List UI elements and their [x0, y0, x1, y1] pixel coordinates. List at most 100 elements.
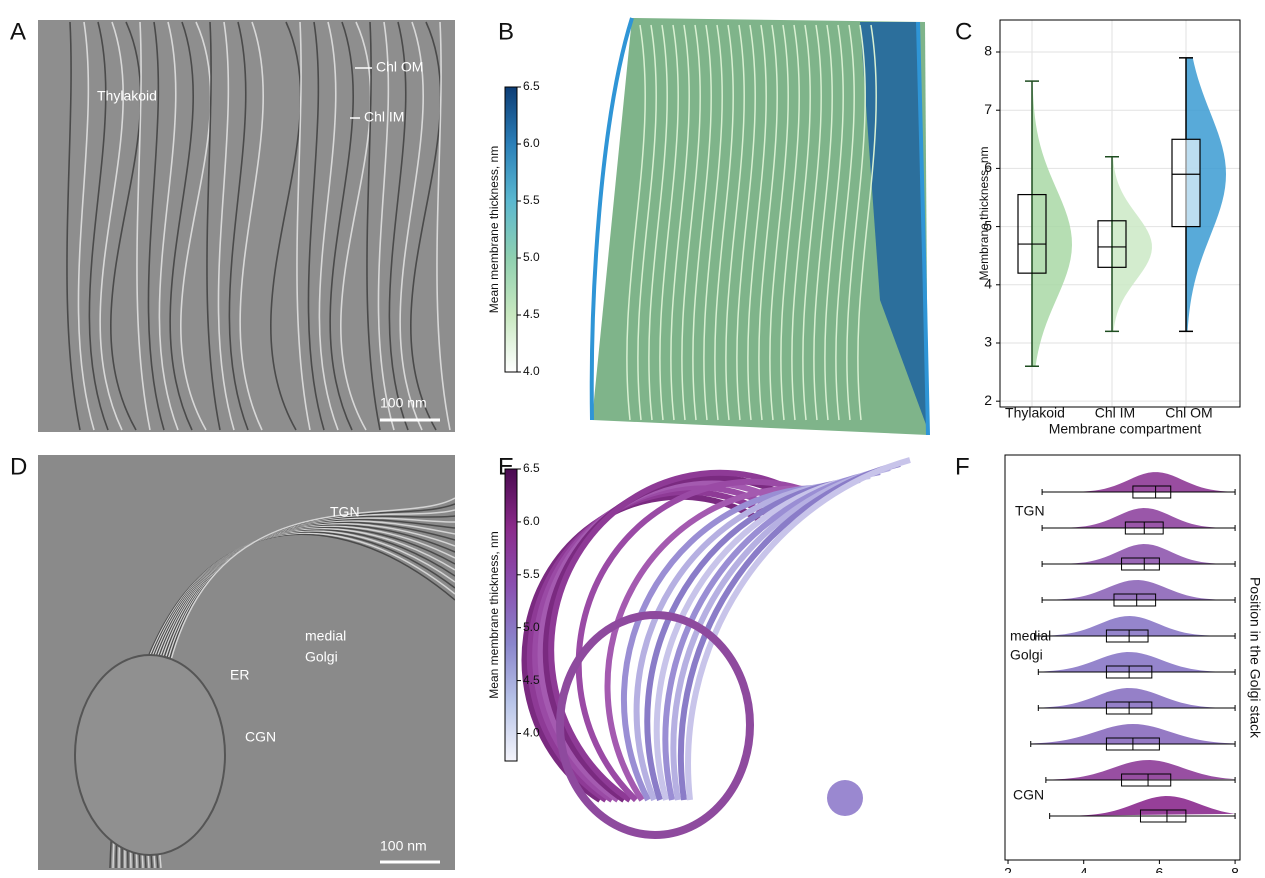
violin: [1034, 616, 1236, 636]
membrane: [206, 21, 221, 431]
sheet: [681, 24, 701, 421]
vesicle: [74, 654, 226, 856]
cisterna: [644, 477, 861, 801]
row-label: Golgi: [1010, 647, 1043, 663]
tick-label: 6.5: [523, 79, 540, 93]
sheet: [648, 24, 668, 421]
membrane: [99, 21, 124, 431]
sheet: [747, 24, 767, 421]
x-tick-label: Chl IM: [1095, 405, 1135, 421]
membrane: [239, 21, 264, 431]
surface: [592, 18, 928, 435]
sheet: [670, 24, 690, 421]
cisterna: [633, 481, 851, 802]
cisterna: [604, 485, 831, 802]
row-label: TGN: [1015, 503, 1045, 519]
image-label: medial: [305, 628, 346, 644]
membrane: [169, 21, 194, 431]
x-tick-label: 4: [1080, 865, 1088, 873]
axis-label: Mean membrane thickness, nm: [487, 146, 501, 313]
membrane: [388, 21, 409, 431]
sheet: [824, 24, 844, 421]
image-label: Golgi: [305, 649, 338, 665]
violin: [1042, 472, 1236, 492]
panel-label: A: [10, 18, 26, 45]
membrane: [329, 21, 354, 431]
sheet: [758, 24, 778, 421]
membrane: [296, 21, 311, 431]
image-label: TGN: [330, 504, 360, 520]
tick-label: 6.0: [523, 514, 540, 528]
membrane: [270, 21, 302, 431]
violin: [1042, 580, 1236, 600]
box: [1139, 809, 1187, 823]
cisterna: [575, 478, 822, 803]
membrane: [136, 21, 151, 431]
row-label: medial: [1010, 628, 1051, 644]
outer-membrane: [916, 21, 930, 436]
x-axis-label: Membrane compartment: [1049, 421, 1202, 437]
y-tick-label: 4: [984, 275, 992, 291]
sheet: [703, 24, 723, 421]
sheet: [835, 24, 855, 421]
er-ring: [556, 611, 754, 839]
sheet: [846, 24, 866, 421]
y-tick-label: 2: [984, 392, 992, 408]
y-axis-label: Membrane thickness, nm: [977, 146, 991, 280]
membrane: [410, 21, 442, 431]
x-tick-label: 8: [1231, 865, 1239, 873]
tick-label: 4.5: [523, 673, 540, 687]
scale-bar-label: 100 nm: [380, 395, 427, 411]
sheet: [626, 24, 646, 421]
violin: [1042, 508, 1236, 528]
surface: [860, 22, 928, 430]
x-tick-label: 6: [1155, 865, 1163, 873]
box: [1017, 193, 1047, 274]
sheet: [725, 24, 745, 421]
tick-label: 4.0: [523, 726, 540, 740]
image-label: Chl OM: [376, 59, 423, 75]
box: [1171, 138, 1201, 228]
violin: [1032, 81, 1072, 367]
image-label: ER: [230, 667, 249, 683]
violin: [1112, 156, 1152, 332]
sheet: [813, 24, 833, 421]
violin: [1038, 688, 1236, 708]
sheet: [857, 24, 877, 421]
box: [1121, 773, 1172, 787]
membrane: [366, 21, 381, 431]
membrane: [180, 21, 212, 431]
membrane: [228, 21, 249, 431]
cisterna: [685, 457, 911, 801]
image-label: CGN: [245, 729, 276, 745]
cisterna: [542, 474, 802, 803]
violin: [1049, 796, 1236, 816]
tick-label: 5.5: [523, 567, 540, 581]
tick-label: 6.0: [523, 136, 540, 150]
membrane: [436, 21, 451, 431]
tick-label: 5.5: [523, 193, 540, 207]
vesicle: [827, 780, 863, 816]
membrane-stripes: [66, 21, 451, 431]
y-tick-label: 6: [984, 159, 992, 175]
sheet: [802, 24, 822, 421]
panel-label: B: [498, 18, 514, 45]
render-e: [521, 457, 911, 839]
membrane: [77, 21, 95, 431]
box: [1105, 629, 1149, 643]
y-tick-label: 5: [984, 217, 992, 233]
image-label: Chl IM: [364, 109, 404, 125]
membrane: [340, 21, 372, 431]
colorbar: [504, 86, 518, 373]
membrane: [110, 21, 142, 431]
outer-membrane: [589, 17, 634, 421]
sheet: [637, 24, 657, 421]
sheet: [659, 24, 679, 421]
violin: [1038, 652, 1236, 672]
cisterna: [620, 484, 841, 802]
box: [1113, 593, 1157, 607]
box: [1121, 557, 1160, 571]
membrane: [377, 21, 395, 431]
